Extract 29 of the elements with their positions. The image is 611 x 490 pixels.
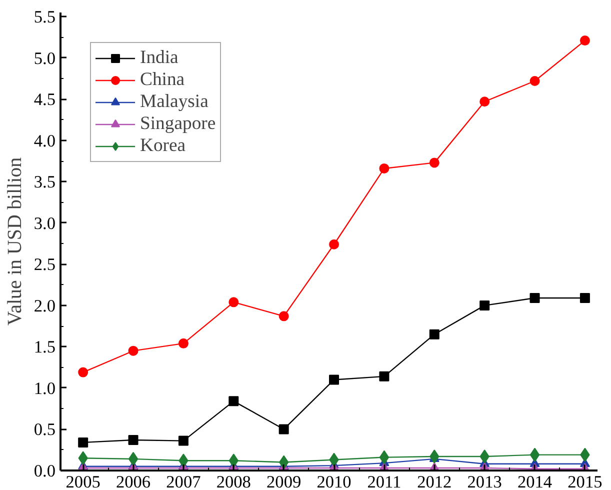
y-tick-label: 4.0 [34, 131, 56, 150]
y-tick-label: 3.0 [34, 214, 56, 233]
x-tick-label: 2008 [216, 472, 251, 490]
y-tick-label: 2.5 [34, 255, 56, 274]
y-tick-label: 3.5 [34, 172, 56, 192]
x-tick-label: 2006 [116, 472, 151, 490]
y-axis-title: Value in USD billion [4, 157, 26, 326]
y-tick-label: 5.0 [34, 48, 56, 68]
y-tick-label: 0.5 [34, 420, 56, 440]
x-tick-label: 2009 [266, 472, 302, 490]
x-tick-label: 2007 [166, 472, 202, 490]
x-tick-label: 2005 [66, 472, 100, 490]
x-tick-label: 2010 [316, 472, 352, 490]
y-tick-label: 1.5 [34, 338, 56, 357]
x-tick-label: 2015 [568, 472, 602, 490]
y-tick-label: 2.0 [34, 296, 56, 316]
legend-label: China [140, 69, 185, 91]
legend-label: Singapore [140, 113, 216, 135]
y-tick-label: 4.5 [34, 90, 56, 110]
y-tick-label: 0.0 [34, 462, 56, 480]
x-tick-label: 2012 [417, 472, 452, 490]
y-tick-label: 5.5 [34, 8, 56, 27]
legend-label: Korea [140, 135, 186, 157]
x-tick-label: 2014 [517, 472, 552, 490]
x-tick-label: 2013 [467, 472, 502, 490]
legend-label: Malaysia [140, 91, 208, 113]
y-tick-label: 1.0 [34, 378, 56, 398]
x-tick-label: 2011 [367, 472, 402, 490]
legend-label: India [140, 47, 178, 69]
